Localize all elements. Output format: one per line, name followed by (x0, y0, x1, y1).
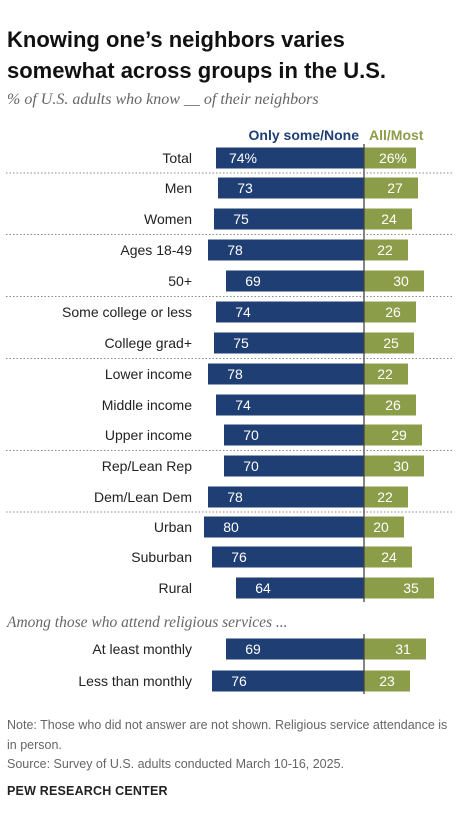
value-only-some-none-urban: 80 (223, 519, 239, 535)
bar-only-some-none-total (216, 147, 364, 169)
value-only-some-none-middle-income: 74 (235, 397, 251, 413)
value-only-some-none-50: 69 (245, 273, 261, 289)
category-label-suburban: Suburban (131, 549, 192, 565)
category-label-dem-lean-dem: Dem/Lean Dem (94, 489, 192, 505)
value-all-most-upper-income: 29 (391, 427, 407, 443)
value-all-most-dem-lean-dem: 22 (377, 489, 393, 505)
bar-all-most-50 (364, 270, 424, 292)
value-all-most-at-least-monthly: 31 (395, 641, 411, 657)
value-only-some-none-rep-lean-rep: 70 (243, 458, 259, 474)
bar-only-some-none-ages-18-49 (208, 239, 364, 261)
bar-all-most-college-grad (364, 332, 414, 354)
chart-title: Knowing one’s neighbors varies somewhat … (7, 27, 386, 83)
bar-only-some-none-some-college-or-less (216, 301, 364, 323)
legend-all-most: All/Most (369, 127, 424, 143)
bar-only-some-none-men (218, 177, 364, 199)
value-only-some-none-rural: 64 (255, 580, 271, 596)
category-label-at-least-monthly: At least monthly (92, 641, 192, 657)
value-only-some-none-lower-income: 78 (227, 366, 243, 382)
bar-only-some-none-rep-lean-rep (224, 455, 364, 477)
bar-only-some-none-dem-lean-dem (208, 486, 364, 508)
source-text: Source: Survey of U.S. adults conducted … (7, 757, 344, 771)
bar-only-some-none-less-than-monthly (212, 670, 364, 692)
value-only-some-none-upper-income: 70 (243, 427, 259, 443)
category-label-ages-18-49: Ages 18-49 (120, 242, 192, 258)
chart-subtitle: % of U.S. adults who know __ of their ne… (7, 91, 319, 108)
bar-all-most-total (364, 147, 416, 169)
value-all-most-total: 26% (379, 150, 407, 166)
value-only-some-none-total: 74% (229, 150, 257, 166)
bar-only-some-none-college-grad (214, 332, 364, 354)
value-all-most-women: 24 (381, 211, 397, 227)
bar-only-some-none-suburban (212, 546, 364, 568)
chart-notes: Note: Those who did not answer are not s… (7, 716, 452, 775)
value-all-most-50: 30 (393, 273, 409, 289)
bar-only-some-none-rural (236, 577, 364, 599)
bar-only-some-none-middle-income (216, 394, 364, 416)
value-only-some-none-ages-18-49: 78 (227, 242, 243, 258)
bar-all-most-at-least-monthly (364, 638, 426, 660)
bar-all-most-women (364, 208, 412, 230)
value-only-some-none-less-than-monthly: 76 (231, 673, 247, 689)
value-all-most-men: 27 (387, 180, 403, 196)
bar-all-most-rural (364, 577, 434, 599)
value-only-some-none-some-college-or-less: 74 (235, 304, 251, 320)
category-label-upper-income: Upper income (105, 427, 192, 443)
bar-all-most-less-than-monthly (364, 670, 410, 692)
value-all-most-college-grad: 25 (383, 335, 399, 351)
bar-only-some-none-lower-income (208, 363, 364, 385)
category-label-rural: Rural (159, 580, 192, 596)
category-label-college-grad: College grad+ (104, 335, 192, 351)
bar-all-most-upper-income (364, 424, 422, 446)
bar-all-most-urban (364, 516, 404, 538)
value-only-some-none-women: 75 (233, 211, 249, 227)
category-label-50: 50+ (168, 273, 192, 289)
category-label-some-college-or-less: Some college or less (62, 304, 192, 320)
bar-only-some-none-upper-income (224, 424, 364, 446)
category-label-middle-income: Middle income (102, 397, 192, 413)
category-label-lower-income: Lower income (105, 366, 192, 382)
value-all-most-lower-income: 22 (377, 366, 393, 382)
category-label-women: Women (144, 211, 192, 227)
value-all-most-less-than-monthly: 23 (379, 673, 395, 689)
value-only-some-none-college-grad: 75 (233, 335, 249, 351)
value-all-most-ages-18-49: 22 (377, 242, 393, 258)
section-label: Among those who attend religious service… (6, 614, 288, 631)
bar-all-most-lower-income (364, 363, 408, 385)
bar-all-most-dem-lean-dem (364, 486, 408, 508)
bar-all-most-ages-18-49 (364, 239, 408, 261)
bar-all-most-men (364, 177, 418, 199)
value-all-most-middle-income: 26 (385, 397, 401, 413)
value-only-some-none-at-least-monthly: 69 (245, 641, 261, 657)
legend-only-some-none: Only some/None (249, 127, 360, 143)
category-label-rep-lean-rep: Rep/Lean Rep (102, 458, 193, 474)
value-only-some-none-men: 73 (237, 180, 253, 196)
bar-only-some-none-urban (204, 516, 364, 538)
bar-all-most-middle-income (364, 394, 416, 416)
diverging-bar-chart: Only some/None All/Most Among those who at… (6, 127, 452, 694)
value-all-most-some-college-or-less: 26 (385, 304, 401, 320)
org-name: PEW RESEARCH CENTER (7, 784, 168, 798)
bar-only-some-none-women (214, 208, 364, 230)
value-only-some-none-suburban: 76 (231, 549, 247, 565)
bar-all-most-rep-lean-rep (364, 455, 424, 477)
bar-all-most-some-college-or-less (364, 301, 416, 323)
bar-only-some-none-50 (226, 270, 364, 292)
value-only-some-none-dem-lean-dem: 78 (227, 489, 243, 505)
value-all-most-urban: 20 (373, 519, 389, 535)
category-label-less-than-monthly: Less than monthly (78, 673, 192, 689)
value-all-most-rural: 35 (403, 580, 419, 596)
category-label-men: Men (165, 180, 192, 196)
bar-only-some-none-at-least-monthly (226, 638, 364, 660)
value-all-most-suburban: 24 (381, 549, 397, 565)
category-label-total: Total (162, 150, 192, 166)
category-label-urban: Urban (154, 519, 192, 535)
value-all-most-rep-lean-rep: 30 (393, 458, 409, 474)
note-text: Note: Those who did not answer are not s… (7, 718, 448, 752)
bar-all-most-suburban (364, 546, 412, 568)
